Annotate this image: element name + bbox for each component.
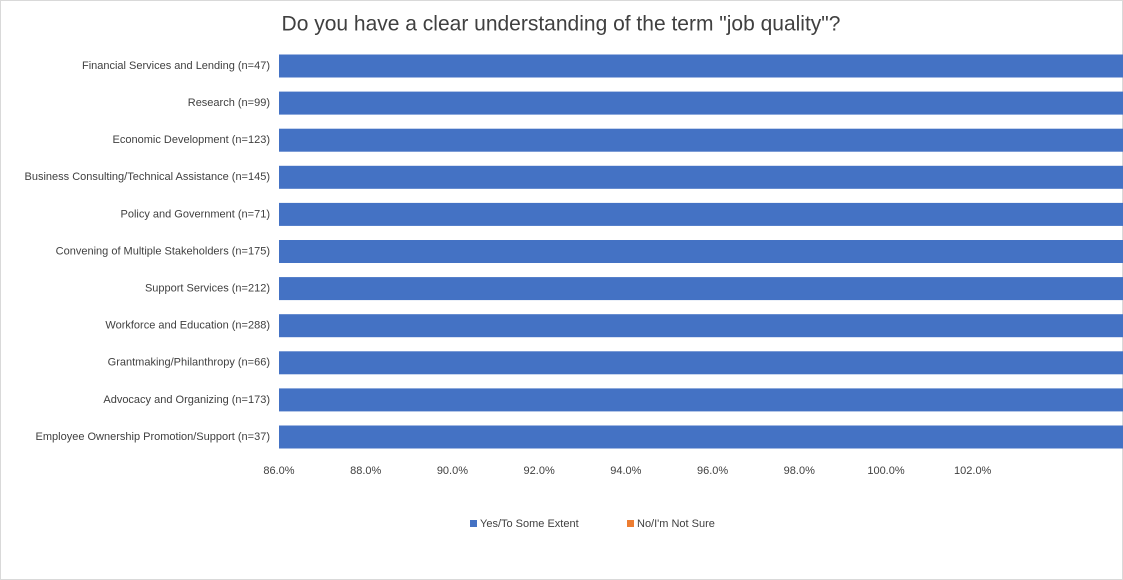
y-tick-label: Economic Development (n=123) <box>113 134 270 146</box>
y-tick-label: Policy and Government (n=71) <box>121 208 271 220</box>
bar-segment <box>279 128 1123 152</box>
bar-segment <box>279 202 1123 226</box>
y-tick-label: Business Consulting/Technical Assistance… <box>25 171 271 183</box>
legend-label: No/I'm Not Sure <box>637 518 715 530</box>
chart-title: Do you have a clear understanding of the… <box>282 13 841 36</box>
legend-swatch <box>470 520 477 527</box>
x-tick-label: 102.0% <box>954 465 992 477</box>
legend-label: Yes/To Some Extent <box>480 518 579 530</box>
x-tick-label: 98.0% <box>784 465 815 477</box>
x-tick-label: 90.0% <box>437 465 468 477</box>
x-tick-label: 94.0% <box>610 465 641 477</box>
bar-segment <box>279 351 1123 375</box>
y-tick-label: Support Services (n=212) <box>145 283 270 295</box>
bar-segment <box>279 425 1123 449</box>
x-tick-label: 92.0% <box>524 465 555 477</box>
bar-segment <box>279 240 1123 263</box>
legend-swatch <box>627 520 634 527</box>
y-tick-label: Grantmaking/Philanthropy (n=66) <box>108 357 270 369</box>
bar-segment <box>279 165 1123 189</box>
bar-segment <box>279 91 1123 115</box>
x-tick-label: 86.0% <box>263 465 294 477</box>
y-tick-label: Research (n=99) <box>188 97 270 109</box>
x-tick-label: 88.0% <box>350 465 381 477</box>
y-tick-label: Advocacy and Organizing (n=173) <box>103 394 270 406</box>
bar-segment <box>279 54 1123 78</box>
bar-segment <box>279 277 1123 301</box>
x-tick-label: 96.0% <box>697 465 728 477</box>
x-tick-label: 100.0% <box>867 465 905 477</box>
bar-segment <box>279 388 1123 412</box>
y-tick-label: Employee Ownership Promotion/Support (n=… <box>36 431 270 443</box>
y-tick-label: Workforce and Education (n=288) <box>105 320 270 332</box>
bar-segment <box>279 314 1123 338</box>
y-tick-label: Convening of Multiple Stakeholders (n=17… <box>56 245 270 257</box>
y-tick-label: Financial Services and Lending (n=47) <box>82 60 270 72</box>
